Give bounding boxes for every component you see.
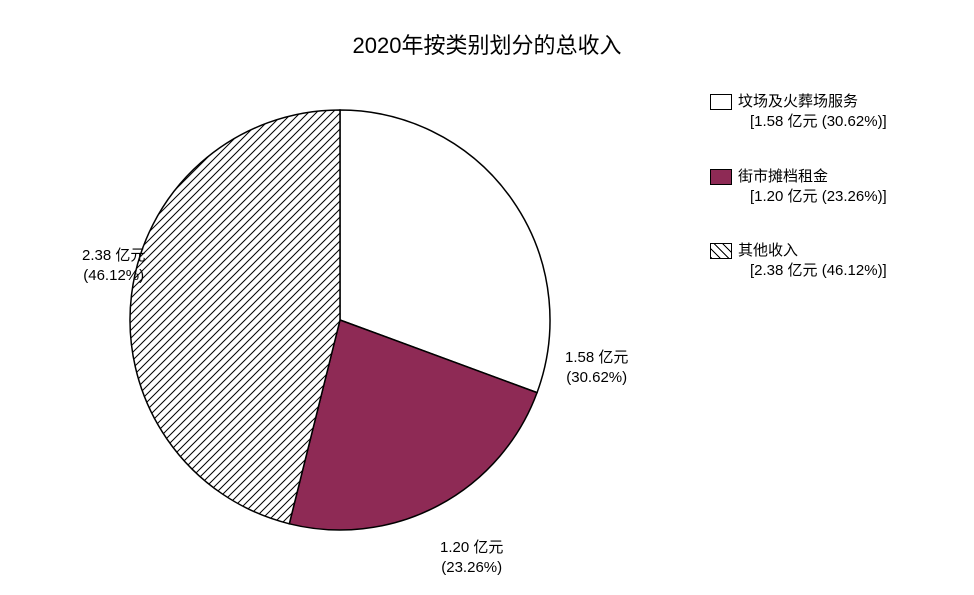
legend-text: 街市摊档租金[1.20 亿元 (23.26%)]: [738, 167, 887, 208]
pie-chart: [110, 95, 590, 575]
legend-text: 坟场及火葬场服务[1.58 亿元 (30.62%)]: [738, 92, 887, 133]
slice-label-1: 1.20 亿元(23.26%): [440, 538, 503, 579]
chart-title: 2020年按类别划分的总收入: [0, 28, 974, 60]
legend-text: 其他收入[2.38 亿元 (46.12%)]: [738, 241, 887, 282]
legend-swatch: [710, 243, 732, 259]
legend-item-1: 街市摊档租金[1.20 亿元 (23.26%)]: [710, 167, 887, 208]
legend-item-0: 坟场及火葬场服务[1.58 亿元 (30.62%)]: [710, 92, 887, 133]
legend-item-2: 其他收入[2.38 亿元 (46.12%)]: [710, 241, 887, 282]
legend-swatch: [710, 94, 732, 110]
slice-label-0: 1.58 亿元(30.62%): [565, 348, 628, 389]
slice-label-2: 2.38 亿元(46.12%): [82, 246, 145, 287]
legend-swatch: [710, 169, 732, 185]
legend: 坟场及火葬场服务[1.58 亿元 (30.62%)] 街市摊档租金[1.20 亿元…: [710, 92, 887, 316]
